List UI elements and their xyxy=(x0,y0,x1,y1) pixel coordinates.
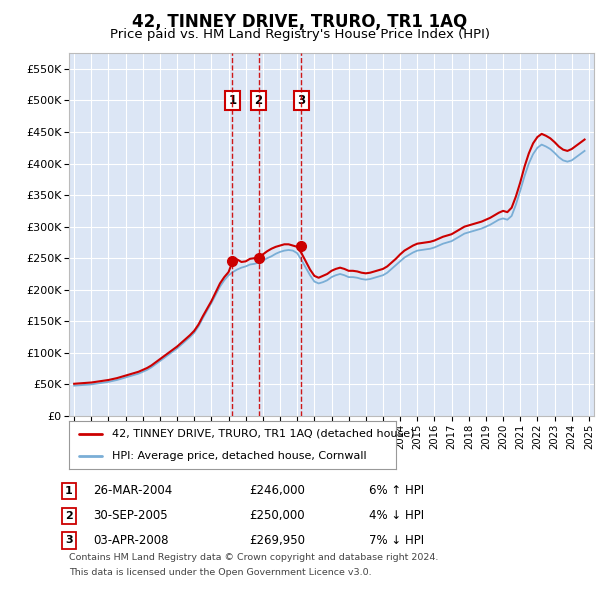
Text: 1: 1 xyxy=(228,94,236,107)
Text: 42, TINNEY DRIVE, TRURO, TR1 1AQ: 42, TINNEY DRIVE, TRURO, TR1 1AQ xyxy=(133,13,467,31)
Text: 7% ↓ HPI: 7% ↓ HPI xyxy=(369,534,424,547)
Text: 42, TINNEY DRIVE, TRURO, TR1 1AQ (detached house): 42, TINNEY DRIVE, TRURO, TR1 1AQ (detach… xyxy=(112,429,414,439)
Text: HPI: Average price, detached house, Cornwall: HPI: Average price, detached house, Corn… xyxy=(112,451,366,461)
Text: 4% ↓ HPI: 4% ↓ HPI xyxy=(369,509,424,522)
Text: 2: 2 xyxy=(65,511,73,520)
Text: 3: 3 xyxy=(65,536,73,545)
Text: £269,950: £269,950 xyxy=(249,534,305,547)
Text: Price paid vs. HM Land Registry's House Price Index (HPI): Price paid vs. HM Land Registry's House … xyxy=(110,28,490,41)
Text: 26-MAR-2004: 26-MAR-2004 xyxy=(93,484,172,497)
Text: 2: 2 xyxy=(254,94,263,107)
Text: Contains HM Land Registry data © Crown copyright and database right 2024.: Contains HM Land Registry data © Crown c… xyxy=(69,553,439,562)
Text: 30-SEP-2005: 30-SEP-2005 xyxy=(93,509,167,522)
Text: 6% ↑ HPI: 6% ↑ HPI xyxy=(369,484,424,497)
Text: 1: 1 xyxy=(65,486,73,496)
Text: 03-APR-2008: 03-APR-2008 xyxy=(93,534,169,547)
Text: 3: 3 xyxy=(298,94,305,107)
Text: This data is licensed under the Open Government Licence v3.0.: This data is licensed under the Open Gov… xyxy=(69,568,371,577)
Text: £246,000: £246,000 xyxy=(249,484,305,497)
Text: £250,000: £250,000 xyxy=(249,509,305,522)
